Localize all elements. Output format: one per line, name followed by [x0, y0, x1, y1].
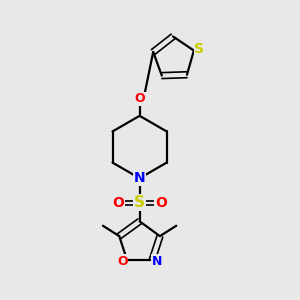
Text: N: N [134, 171, 146, 185]
Text: S: S [134, 195, 145, 210]
Text: S: S [194, 42, 204, 56]
Text: O: O [134, 92, 145, 105]
Text: O: O [155, 196, 167, 210]
Text: O: O [112, 196, 124, 210]
Text: O: O [117, 255, 128, 268]
Text: N: N [152, 255, 162, 268]
